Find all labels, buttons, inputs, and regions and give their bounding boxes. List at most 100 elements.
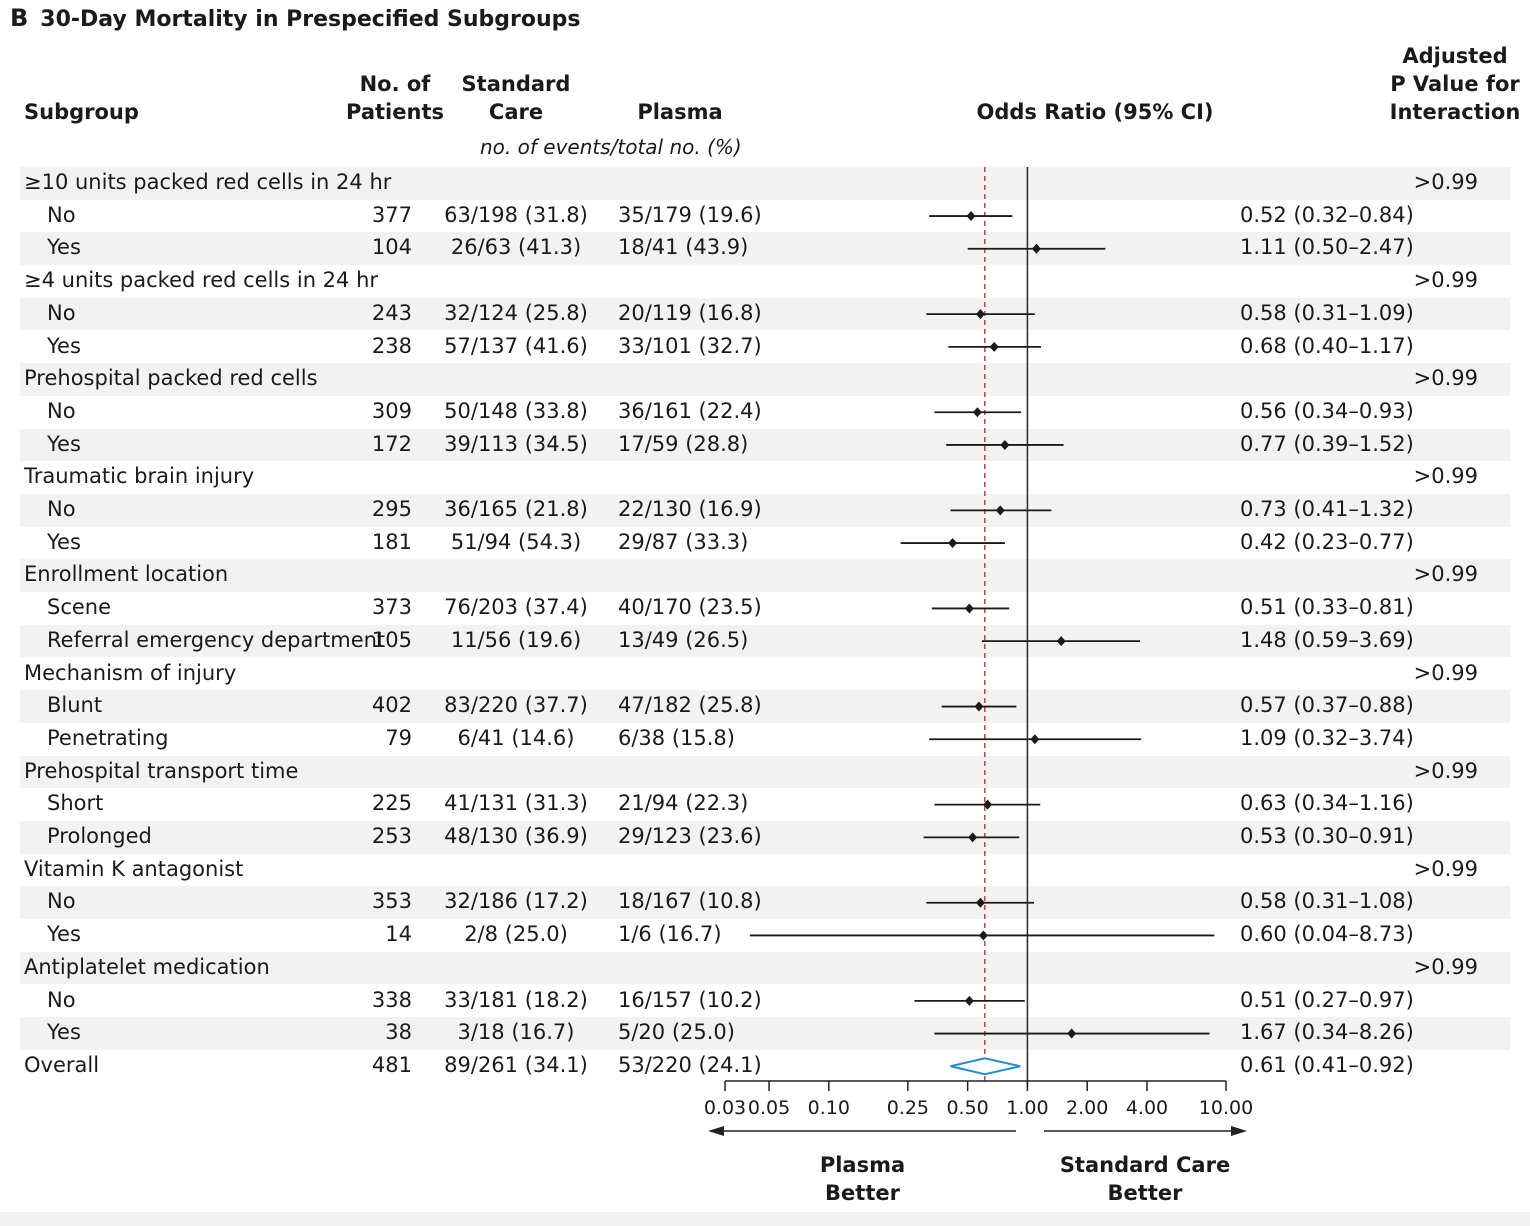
bottom-band bbox=[0, 1212, 1530, 1226]
row-band bbox=[20, 167, 1510, 200]
interaction-p-value: >0.99 bbox=[1413, 660, 1478, 685]
row-band bbox=[20, 232, 1510, 266]
subgroup-item-label: No bbox=[47, 300, 76, 325]
standard-care-events: 11/56 (19.6) bbox=[450, 627, 582, 652]
row-band bbox=[20, 951, 1510, 985]
panel-letter: B bbox=[10, 4, 29, 32]
row-band bbox=[20, 821, 1510, 854]
panel-title-text: 30-Day Mortality in Prespecified Subgrou… bbox=[40, 7, 581, 32]
odds-ratio-text: 0.63 (0.34–1.16) bbox=[1240, 791, 1414, 816]
header-pvalue-line2: P Value for bbox=[1390, 72, 1520, 96]
patients-count: 172 bbox=[371, 431, 412, 456]
subgroup-item-label: Referral emergency department bbox=[47, 627, 386, 652]
subgroup-item-label: Scene bbox=[47, 595, 112, 620]
interaction-p-value: >0.99 bbox=[1413, 366, 1478, 391]
subgroup-item-label: No bbox=[47, 202, 76, 227]
point-estimate-marker bbox=[978, 930, 988, 941]
plasma-events: 29/123 (23.6) bbox=[618, 824, 762, 848]
interaction-p-value: >0.99 bbox=[1413, 954, 1478, 979]
subgroup-heading: Prehospital transport time bbox=[24, 758, 299, 783]
header-plasma: Plasma bbox=[637, 100, 723, 124]
header-patients-line2: Patients bbox=[346, 100, 444, 124]
overall-diamond bbox=[950, 1057, 1021, 1076]
standard-care-events: 76/203 (37.4) bbox=[444, 595, 588, 620]
row-band bbox=[20, 494, 1510, 527]
header-patients: No. of Patients bbox=[340, 70, 450, 126]
subgroup-item-label: Yes bbox=[47, 922, 81, 947]
standard-care-events: 48/130 (36.9) bbox=[444, 824, 588, 848]
point-estimate-marker bbox=[948, 538, 958, 549]
subgroup-item-label: Blunt bbox=[47, 693, 103, 718]
interaction-p-value: >0.99 bbox=[1413, 562, 1478, 587]
x-axis-tick-label: 0.25 bbox=[887, 1097, 929, 1119]
point-estimate-marker bbox=[972, 407, 982, 418]
header-odds-ratio: Odds Ratio (95% CI) bbox=[976, 100, 1214, 124]
standard-care-events: 83/220 (37.7) bbox=[444, 693, 588, 718]
odds-ratio-text: 0.51 (0.27–0.97) bbox=[1240, 987, 1414, 1012]
patients-count: 309 bbox=[371, 398, 412, 423]
subgroup-item-label: No bbox=[47, 987, 76, 1012]
subgroup-heading: ≥4 units packed red cells in 24 hr bbox=[24, 268, 379, 293]
row-band bbox=[20, 1017, 1510, 1050]
header-standard-care: Standard Care bbox=[450, 70, 582, 126]
row-band bbox=[20, 755, 1510, 789]
subgroup-item-label: Yes bbox=[47, 1020, 81, 1045]
x-axis-tick-label: 0.50 bbox=[946, 1097, 988, 1119]
standard-care-events: 32/124 (25.8) bbox=[444, 300, 588, 325]
patients-count: 38 bbox=[385, 1020, 412, 1045]
row-band bbox=[20, 297, 1510, 331]
odds-ratio-text: 0.51 (0.33–0.81) bbox=[1240, 595, 1414, 620]
subgroup-item-label: Yes bbox=[47, 431, 81, 456]
odds-ratio-text: 0.56 (0.34–0.93) bbox=[1240, 398, 1414, 423]
plasma-events: 13/49 (26.5) bbox=[618, 627, 749, 652]
plasma-better-line2: Better bbox=[825, 1181, 900, 1205]
x-axis-tick-label: 1.00 bbox=[1006, 1097, 1048, 1119]
row-band bbox=[20, 624, 1510, 658]
plasma-better-line1: Plasma bbox=[819, 1153, 906, 1177]
patients-count: 353 bbox=[371, 889, 412, 914]
header-subgroup: Subgroup bbox=[24, 100, 139, 124]
standard-care-events: 2/8 (25.0) bbox=[464, 922, 568, 947]
patients-count: 295 bbox=[371, 497, 412, 521]
plasma-events: 47/182 (25.8) bbox=[618, 693, 762, 718]
panel-title: B 30-Day Mortality in Prespecified Subgro… bbox=[10, 4, 581, 32]
subgroup-heading: Antiplatelet medication bbox=[24, 954, 270, 979]
subgroup-heading: Vitamin K antagonist bbox=[24, 856, 244, 881]
patients-count: 373 bbox=[371, 595, 412, 620]
standard-care-events: 3/18 (16.7) bbox=[457, 1020, 575, 1045]
row-band bbox=[20, 886, 1510, 920]
odds-ratio-text: 1.48 (0.59–3.69) bbox=[1240, 627, 1414, 652]
row-band bbox=[20, 363, 1510, 396]
patients-count: 181 bbox=[371, 529, 412, 554]
row-band bbox=[20, 559, 1510, 593]
x-axis-tick-label: 2.00 bbox=[1066, 1097, 1108, 1119]
subgroup-heading: Traumatic brain injury bbox=[24, 464, 255, 489]
subgroup-item-label: Prolonged bbox=[47, 824, 152, 848]
standard-care-events: 32/186 (17.2) bbox=[444, 889, 588, 914]
standard-care-events: 26/63 (41.3) bbox=[450, 235, 582, 260]
subgroup-item-label: Penetrating bbox=[47, 725, 169, 750]
standard-care-events: 51/94 (54.3) bbox=[450, 529, 582, 554]
standard-care-better-label: Standard Care Better bbox=[1045, 1151, 1245, 1207]
plasma-events: 20/119 (16.8) bbox=[618, 300, 762, 325]
odds-ratio-text: 1.11 (0.50–2.47) bbox=[1240, 235, 1414, 260]
plasma-events: 16/157 (10.2) bbox=[618, 987, 762, 1012]
plasma-events: 6/38 (15.8) bbox=[618, 725, 735, 750]
subgroup-heading: Enrollment location bbox=[24, 562, 229, 587]
plot-axis: 0.03 0.05 0.10 0.25 0.50 1.00 2.00 4.00 10.00 bbox=[704, 1080, 1253, 1136]
x-axis-tick-label: 0.03 bbox=[704, 1097, 746, 1119]
row-band bbox=[20, 690, 1510, 723]
patients-count: 338 bbox=[371, 987, 412, 1012]
plasma-better-label: Plasma Better bbox=[780, 1151, 945, 1207]
plasma-events: 5/20 (25.0) bbox=[618, 1020, 735, 1045]
point-estimate-marker bbox=[964, 995, 974, 1006]
plasma-events: 40/170 (23.5) bbox=[618, 595, 762, 620]
patients-count: 14 bbox=[385, 922, 412, 947]
interaction-p-value: >0.99 bbox=[1413, 758, 1478, 783]
plasma-events: 18/41 (43.9) bbox=[618, 235, 749, 260]
interaction-p-value: >0.99 bbox=[1413, 464, 1478, 489]
plasma-events: 18/167 (10.8) bbox=[618, 889, 762, 914]
odds-ratio-text: 1.67 (0.34–8.26) bbox=[1240, 1020, 1414, 1045]
odds-ratio-text: 0.52 (0.32–0.84) bbox=[1240, 202, 1414, 227]
header-pvalue: Adjusted P Value for Interaction bbox=[1385, 42, 1525, 126]
